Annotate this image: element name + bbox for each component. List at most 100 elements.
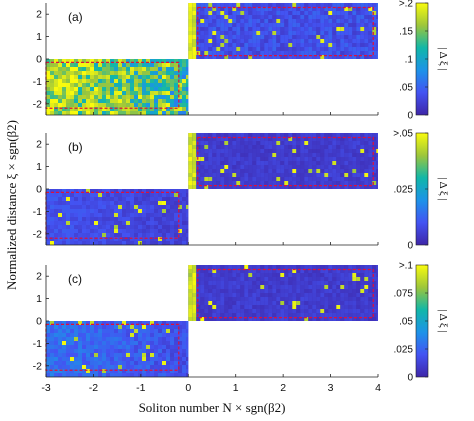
heatmap-cell <box>134 217 138 221</box>
heatmap-cell <box>98 209 102 213</box>
heatmap-cell <box>352 47 357 51</box>
heatmap-cell <box>170 63 174 67</box>
heatmap-cell <box>188 27 193 31</box>
heatmap-cell <box>102 213 106 217</box>
heatmap-cell <box>272 39 277 43</box>
heatmap-cell <box>312 289 317 293</box>
heatmap-cell <box>248 293 253 297</box>
heatmap-cell <box>162 241 166 245</box>
heatmap-cell <box>110 75 114 79</box>
heatmap-cell <box>212 285 217 289</box>
heatmap-cell <box>312 23 317 27</box>
heatmap-cell <box>82 91 86 95</box>
heatmap-cell <box>188 269 193 273</box>
heatmap-cell <box>178 59 182 63</box>
heatmap-cell <box>174 325 178 329</box>
heatmap-cell <box>304 165 309 169</box>
heatmap-cell <box>256 317 261 321</box>
heatmap-cell <box>284 27 289 31</box>
heatmap-cell <box>252 7 257 11</box>
heatmap-cell <box>368 55 373 59</box>
heatmap-cell <box>268 3 273 7</box>
heatmap-cell <box>178 225 182 229</box>
heatmap-cell <box>244 149 249 153</box>
heatmap-cell <box>360 19 365 23</box>
heatmap-cell <box>316 273 321 277</box>
heatmap-cell <box>280 31 285 35</box>
heatmap-cell <box>138 221 142 225</box>
heatmap-cell <box>228 185 233 189</box>
heatmap-cell <box>162 225 166 229</box>
heatmap-cell <box>244 23 249 27</box>
heatmap-cell <box>236 281 241 285</box>
heatmap-cell <box>340 165 345 169</box>
heatmap-cell <box>102 95 106 99</box>
heatmap-cell <box>196 19 201 23</box>
heatmap-cell <box>260 181 265 185</box>
heatmap-cell <box>182 217 186 221</box>
heatmap-cell <box>340 309 345 313</box>
heatmap-cell <box>352 153 357 157</box>
heatmap-cell <box>224 177 229 181</box>
heatmap-cell <box>106 79 110 83</box>
heatmap-cell <box>284 153 289 157</box>
heatmap-cell <box>126 369 130 373</box>
heatmap-cell <box>284 133 289 137</box>
heatmap-cell <box>186 233 189 237</box>
heatmap-cell <box>186 369 189 373</box>
heatmap-cell <box>332 169 337 173</box>
heatmap-cell <box>280 173 285 177</box>
heatmap-cell <box>208 185 213 189</box>
heatmap-cell <box>348 43 353 47</box>
heatmap-cell <box>212 19 217 23</box>
heatmap-cell <box>268 145 273 149</box>
heatmap-cell <box>344 35 349 39</box>
heatmap-cell <box>200 7 205 11</box>
heatmap-cell <box>166 241 170 245</box>
heatmap-cell <box>288 305 293 309</box>
heatmap-cell <box>158 83 162 87</box>
heatmap-cell <box>332 55 337 59</box>
heatmap-cell <box>174 225 178 229</box>
heatmap-cell <box>332 317 337 321</box>
heatmap-cell <box>58 201 62 205</box>
heatmap-cell <box>264 317 269 321</box>
heatmap-cell <box>224 297 229 301</box>
heatmap-cell <box>106 365 110 369</box>
heatmap-cell <box>364 39 369 43</box>
heatmap-cell <box>94 361 98 365</box>
heatmap-cell <box>368 27 373 31</box>
heatmap-cell <box>288 35 293 39</box>
heatmap-cell <box>158 193 162 197</box>
heatmap-cell <box>340 285 345 289</box>
heatmap-cell <box>320 55 325 59</box>
heatmap-cell <box>98 71 102 75</box>
heatmap-cell <box>332 305 337 309</box>
dashed-region-box <box>45 61 180 109</box>
heatmap-cell <box>244 43 249 47</box>
heatmap-cell <box>364 289 369 293</box>
heatmap-cell <box>208 47 213 51</box>
heatmap-cell <box>208 281 213 285</box>
heatmap-cell <box>62 75 66 79</box>
heatmap-cell <box>166 333 170 337</box>
heatmap-cell <box>316 23 321 27</box>
heatmap-cell <box>372 15 377 19</box>
heatmap-cell <box>224 7 229 11</box>
heatmap-cell <box>66 221 70 225</box>
heatmap-cell <box>166 193 170 197</box>
heatmap-cell <box>300 173 305 177</box>
heatmap-cell <box>142 59 146 63</box>
heatmap-cell <box>252 133 257 137</box>
heatmap-cell <box>300 293 305 297</box>
heatmap-cell <box>70 353 74 357</box>
heatmap-cell <box>276 305 281 309</box>
heatmap-cell <box>372 305 377 309</box>
heatmap-cell <box>204 173 209 177</box>
heatmap-cell <box>288 133 293 137</box>
heatmap-cell <box>356 273 361 277</box>
heatmap-cell <box>352 305 357 309</box>
heatmap-cell <box>248 55 253 59</box>
heatmap-cell <box>70 59 74 63</box>
heatmap-cell <box>232 177 237 181</box>
